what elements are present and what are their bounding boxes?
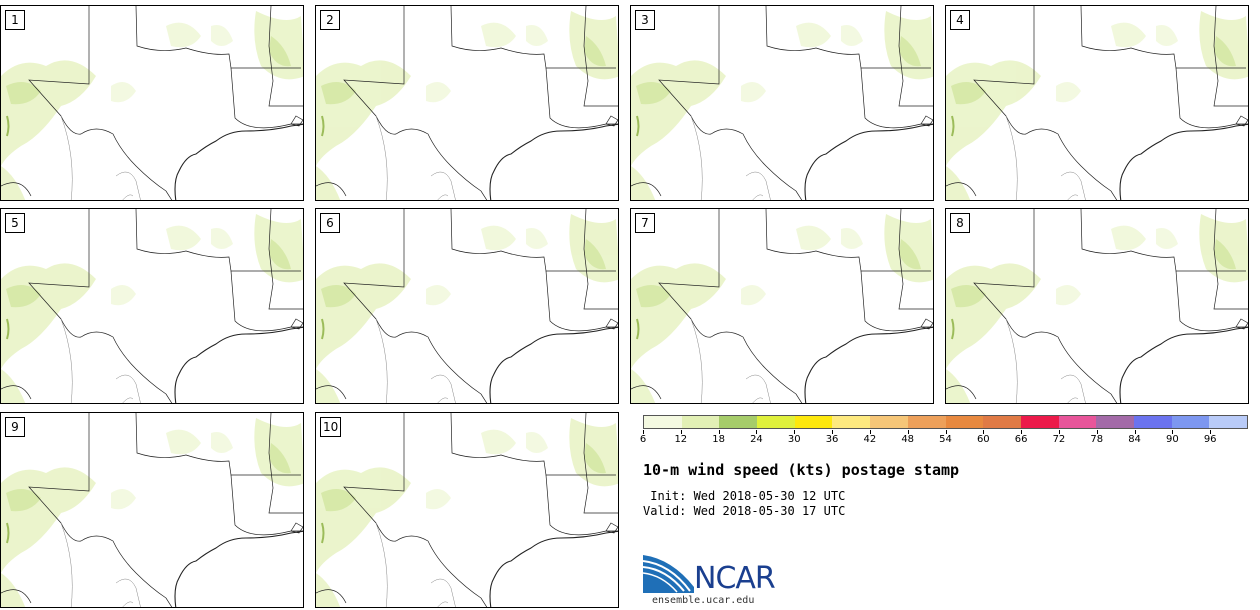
colorbar-swatch: [1020, 416, 1059, 428]
stamp-map: [631, 209, 933, 403]
colorbar-swatch: [983, 416, 1021, 428]
colorbar-swatch: [681, 416, 720, 428]
colorbar-tick-label: 66: [1014, 434, 1028, 445]
colorbar-tick-label: 84: [1128, 434, 1141, 445]
stamp-panel: 7: [630, 208, 934, 404]
colorbar-swatch: [794, 416, 833, 428]
stamp-panel: 4: [945, 5, 1249, 201]
colorbar-tick-label: 6: [639, 434, 647, 445]
colorbar-tick-label: 90: [1166, 434, 1179, 445]
stamp-map: [316, 413, 618, 607]
colorbar-swatch: [719, 416, 758, 428]
colorbar-swatch: [1171, 416, 1210, 428]
colorbar-tick: [1096, 430, 1098, 434]
member-label: 3: [635, 10, 655, 30]
colorbar-tick: [756, 430, 758, 434]
stamp-panel: 3: [630, 5, 934, 201]
ncar-logo: [642, 555, 694, 593]
colorbar-tick-label: 42: [863, 434, 877, 445]
colorbar-tick-label: 12: [674, 434, 688, 445]
logo-url: ensemble.ucar.edu: [652, 595, 755, 606]
colorbar-tick: [1210, 430, 1212, 434]
colorbar-ticks: 6 12 18 24 30 36 42 48 54 60 66 72 78 84 90 96: [639, 430, 1248, 446]
colorbar-tick: [643, 430, 644, 434]
stamp-map: [316, 209, 618, 403]
colorbar-swatch: [832, 416, 871, 428]
member-label: 6: [320, 213, 340, 233]
colorbar-tick: [718, 430, 720, 434]
colorbar-tick: [983, 430, 985, 434]
member-label: 9: [5, 417, 25, 437]
colorbar-tick: [1058, 430, 1060, 434]
colorbar-tick-label: 96: [1203, 434, 1217, 445]
init-time: Init: Wed 2018-05-30 12 UTC: [643, 489, 846, 503]
member-label: 1: [5, 10, 25, 30]
stamp-map: [1, 209, 303, 403]
colorbar-tick-label: 18: [712, 434, 725, 445]
colorbar-swatch: [644, 416, 682, 428]
colorbar-swatch: [757, 416, 795, 428]
colorbar-tick-label: 48: [901, 434, 915, 445]
stamp-map: [316, 6, 618, 200]
stamp-map: [1, 6, 303, 200]
stamp-panel: 10: [315, 412, 619, 608]
stamp-panel: 1: [0, 5, 304, 201]
member-label: 4: [950, 10, 970, 30]
valid-time: Valid: Wed 2018-05-30 17 UTC: [643, 504, 846, 518]
colorbar-tick: [869, 430, 871, 434]
figure-title: 10-m wind speed (kts) postage stamp: [643, 461, 960, 479]
colorbar-swatch: [870, 416, 908, 428]
member-label: 7: [635, 213, 655, 233]
colorbar-tick: [832, 430, 834, 434]
colorbar-swatch: [945, 416, 984, 428]
colorbar-swatch: [1096, 416, 1134, 428]
stamp-panel: 2: [315, 5, 619, 201]
stamp-map: [946, 209, 1248, 403]
stamp-panel: 8: [945, 208, 1249, 404]
stamp-map: [631, 6, 933, 200]
colorbar-swatch: [1133, 416, 1172, 428]
colorbar-swatch: [907, 416, 946, 428]
stamp-map: [946, 6, 1248, 200]
colorbar-tick-label: 30: [787, 434, 801, 445]
stamp-panel: 5: [0, 208, 304, 404]
member-label: 2: [320, 10, 340, 30]
colorbar-tick-label: 24: [750, 434, 763, 445]
colorbar-tick-label: 54: [939, 434, 952, 445]
colorbar-tick: [794, 430, 796, 434]
member-label: 8: [950, 213, 970, 233]
colorbar-tick: [945, 430, 947, 434]
member-label: 10: [320, 417, 342, 437]
stamp-panel: 6: [315, 208, 619, 404]
colorbar-swatch: [1058, 416, 1097, 428]
ncar-logo-text: NCAR: [694, 561, 776, 596]
colorbar-tick: [1021, 430, 1023, 434]
stamp-panel: 9: [0, 412, 304, 608]
colorbar-tick-label: 60: [976, 434, 990, 445]
colorbar-tick-label: 78: [1090, 434, 1104, 445]
colorbar-tick: [680, 430, 682, 434]
colorbar-tick: [907, 430, 909, 434]
colorbar-tick-label: 36: [825, 434, 839, 445]
colorbar-tick: [1134, 430, 1136, 434]
colorbar-tick-label: 72: [1052, 434, 1066, 445]
colorbar-swatch: [1209, 416, 1247, 428]
member-label: 5: [5, 213, 25, 233]
colorbar: [643, 415, 1248, 429]
stamp-map: [1, 413, 303, 607]
colorbar-tick: [1172, 430, 1174, 434]
